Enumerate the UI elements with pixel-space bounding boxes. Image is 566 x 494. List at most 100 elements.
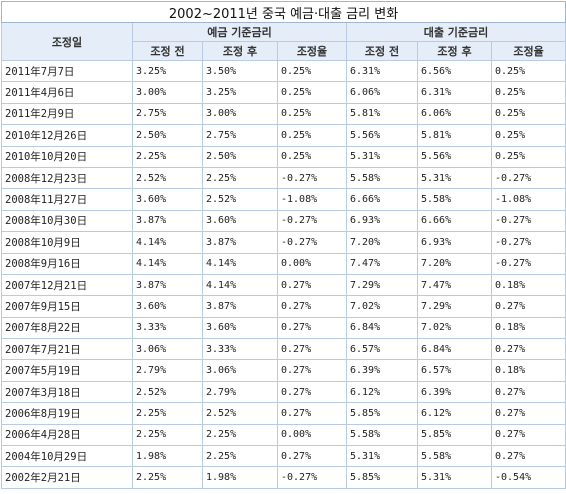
sub-header: 조정 전 bbox=[346, 41, 418, 61]
rate-cell: 0.27% bbox=[277, 338, 347, 361]
rate-cell: 3.60% bbox=[132, 188, 203, 211]
rate-cell: -0.27% bbox=[277, 209, 347, 233]
rate-cell: 7.02% bbox=[417, 316, 492, 340]
table-row: 2008年11月27日 3.60% 2.52% -1.08% 6.66% 5.58% -1.… bbox=[1, 188, 566, 211]
rate-cell: 0.27% bbox=[277, 295, 347, 318]
rate-cell: 0.25% bbox=[490, 59, 566, 83]
date-cell: 2010年10月20日 bbox=[1, 145, 133, 168]
date-cell: 2007年5月19日 bbox=[1, 359, 133, 382]
rate-cell: 4.14% bbox=[132, 231, 203, 254]
rate-cell: 3.87% bbox=[132, 273, 203, 297]
table-row: 2002年2月21日 2.25% 1.98% -0.27% 5.85% 5.31% -0.5… bbox=[1, 466, 566, 489]
rate-cell: 2.25% bbox=[202, 445, 278, 468]
date-cell: 2011年4月6日 bbox=[1, 81, 133, 104]
sub-header: 조정율 bbox=[490, 41, 566, 61]
date-cell: 2006年4月28日 bbox=[1, 423, 133, 447]
rate-cell: 0.27% bbox=[277, 445, 347, 468]
rate-cell: 7.29% bbox=[417, 295, 492, 318]
table-row: 2011年2月9日 2.75% 3.00% 0.25% 5.81% 6.06% 0.25% bbox=[1, 102, 566, 126]
rate-cell: -0.27% bbox=[277, 231, 347, 254]
group-header: 대출 기준금리 bbox=[345, 22, 566, 42]
rate-cell: 4.14% bbox=[202, 273, 278, 297]
rate-cell: 0.27% bbox=[277, 359, 347, 382]
rate-cell: 5.85% bbox=[417, 423, 492, 447]
rate-cell: 2.25% bbox=[132, 423, 203, 447]
rate-cell: 0.27% bbox=[490, 380, 566, 404]
rate-cell: 5.31% bbox=[346, 445, 418, 468]
rate-cell: 0.00% bbox=[277, 423, 347, 447]
rate-cell: 0.18% bbox=[490, 316, 566, 340]
rate-cell: 5.58% bbox=[417, 445, 492, 468]
rate-cell: 0.00% bbox=[277, 252, 347, 275]
rate-cell: -0.27% bbox=[490, 231, 566, 254]
date-cell: 2007年8月22日 bbox=[1, 316, 133, 340]
rate-cell: 2.52% bbox=[132, 380, 203, 404]
rate-cell: 3.25% bbox=[132, 59, 203, 83]
date-cell: 2007年9月15日 bbox=[1, 295, 133, 318]
rate-cell: 6.66% bbox=[417, 209, 492, 233]
date-cell: 2010年12月26日 bbox=[1, 124, 133, 147]
rate-cell: 2.79% bbox=[202, 380, 278, 404]
date-cell: 2002年2月21日 bbox=[1, 466, 133, 489]
rate-cell: 0.27% bbox=[277, 273, 347, 297]
table-row: 2011年4月6日 3.00% 3.25% 0.25% 6.06% 6.31% 0.25% bbox=[1, 81, 566, 104]
sub-header: 조정율 bbox=[277, 41, 347, 61]
rate-cell: 2.25% bbox=[132, 145, 203, 168]
date-cell: 2011年2月9日 bbox=[1, 102, 133, 126]
date-cell: 2007年3月18日 bbox=[1, 380, 133, 404]
rate-cell: -0.27% bbox=[490, 166, 566, 190]
table-row: 2008年12月23日 2.52% 2.25% -0.27% 5.58% 5.31% -0.… bbox=[1, 166, 566, 190]
date-cell: 2008年11月27日 bbox=[1, 188, 133, 211]
rate-cell: 0.27% bbox=[490, 402, 566, 425]
table-title: 2002~2011년 중국 예금·대출 금리 변화 bbox=[0, 1, 566, 23]
date-cell: 2006年8月19日 bbox=[1, 402, 133, 425]
date-cell: 2011年7月7日 bbox=[1, 59, 133, 83]
table-row: 2007年5月19日 2.79% 3.06% 0.27% 6.39% 6.57% 0.18% bbox=[1, 359, 566, 382]
rate-cell: 2.75% bbox=[132, 102, 203, 126]
rate-cell: 5.58% bbox=[346, 423, 418, 447]
table-row: 2007年12月21日 3.87% 4.14% 0.27% 7.29% 7.47% 0.18… bbox=[1, 273, 566, 297]
table-head: 2002~2011년 중국 예금·대출 금리 변화 조정일 예금 기준금리 대출… bbox=[0, 1, 566, 61]
rate-cell: 0.25% bbox=[490, 124, 566, 147]
rate-cell: 5.85% bbox=[346, 402, 418, 425]
rate-cell: 7.20% bbox=[417, 252, 492, 275]
rate-cell: 0.27% bbox=[490, 295, 566, 318]
table-row: 2006年4月28日 2.25% 2.25% 0.00% 5.58% 5.85% 0.27% bbox=[1, 423, 566, 447]
rate-cell: 0.25% bbox=[277, 81, 347, 104]
rate-cell: -0.27% bbox=[277, 166, 347, 190]
sub-header: 조정 후 bbox=[417, 41, 492, 61]
rate-cell: 0.18% bbox=[490, 359, 566, 382]
table-row: 2008年10月30日 3.87% 3.60% -0.27% 6.93% 6.66% -0.… bbox=[1, 209, 566, 233]
table-row: 2007年8月22日 3.33% 3.60% 0.27% 6.84% 7.02% 0.18% bbox=[1, 316, 566, 340]
rate-cell: 0.27% bbox=[277, 316, 347, 340]
rate-cell: 5.58% bbox=[346, 166, 418, 190]
rate-cell: 6.06% bbox=[417, 102, 492, 126]
rate-cell: 0.25% bbox=[277, 124, 347, 147]
rate-cell: -1.08% bbox=[490, 188, 566, 211]
rate-cell: 7.29% bbox=[346, 273, 418, 297]
rate-cell: 3.33% bbox=[202, 338, 278, 361]
rate-cell: 0.25% bbox=[490, 81, 566, 104]
rate-cell: 2.52% bbox=[202, 188, 278, 211]
rate-cell: 5.81% bbox=[346, 102, 418, 126]
date-cell: 2008年10月9日 bbox=[1, 231, 133, 254]
rate-cell: 3.60% bbox=[202, 316, 278, 340]
rate-cell: 3.00% bbox=[132, 81, 203, 104]
table-row: 2007年3月18日 2.52% 2.79% 0.27% 6.12% 6.39% 0.27% bbox=[1, 380, 566, 404]
rate-cell: 2.75% bbox=[202, 124, 278, 147]
rate-cell: 5.81% bbox=[417, 124, 492, 147]
rate-cell: 2.25% bbox=[132, 466, 203, 489]
rate-cell: 7.02% bbox=[346, 295, 418, 318]
table-row: 2007年9月15日 3.60% 3.87% 0.27% 7.02% 7.29% 0.27% bbox=[1, 295, 566, 318]
rate-cell: -1.08% bbox=[277, 188, 347, 211]
rate-cell: 6.56% bbox=[417, 59, 492, 83]
rate-cell: 0.18% bbox=[490, 273, 566, 297]
date-header: 조정일 bbox=[1, 22, 133, 61]
rate-cell: 6.06% bbox=[346, 81, 418, 104]
rate-cell: 1.98% bbox=[202, 466, 278, 489]
table-body: 2011年7月7日 3.25% 3.50% 0.25% 6.31% 6.56% 0.25% 2… bbox=[1, 59, 566, 489]
rate-cell: 5.56% bbox=[417, 145, 492, 168]
rate-cell: 2.25% bbox=[132, 402, 203, 425]
rate-cell: 2.52% bbox=[202, 402, 278, 425]
rate-cell: 6.66% bbox=[346, 188, 418, 211]
